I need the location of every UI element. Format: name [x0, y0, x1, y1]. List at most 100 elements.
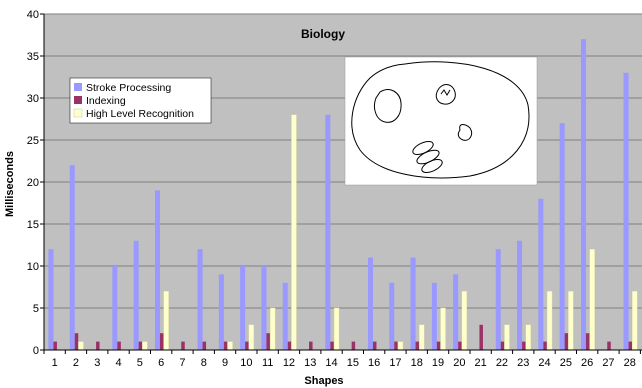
bar — [517, 240, 523, 350]
bar — [117, 341, 121, 350]
bar — [458, 341, 462, 350]
bar — [479, 324, 483, 350]
bar — [138, 341, 143, 350]
bar — [245, 341, 249, 350]
x-tick-label: 2 — [73, 357, 79, 369]
x-tick-label: 7 — [179, 357, 185, 369]
cell-vacuole — [435, 84, 456, 105]
bar — [394, 341, 398, 350]
bar — [436, 341, 441, 350]
x-tick-label: 18 — [411, 357, 423, 369]
x-tick-label: 25 — [560, 357, 572, 369]
y-tick-label: 35 — [27, 51, 39, 63]
x-tick-labels: 1 2 3 4 5 6 7 8 9 10 11 12 13 14 15 16 17 18 19 20 21 22 23 24 2… — [52, 357, 636, 369]
bars — [48, 39, 638, 351]
bar — [546, 291, 553, 351]
bar — [240, 266, 246, 350]
cell-small-organelle — [457, 124, 473, 141]
bar — [559, 123, 565, 350]
y-tick-label: 10 — [27, 261, 39, 273]
x-tick-label: 26 — [581, 357, 593, 369]
x-tick-label: 8 — [201, 357, 207, 369]
bar — [48, 249, 54, 350]
bar — [333, 307, 340, 351]
bar — [495, 249, 501, 350]
x-tick-label: 11 — [262, 357, 273, 369]
bar — [351, 341, 356, 350]
x-tick-label: 13 — [304, 357, 316, 369]
y-tick-label: 0 — [33, 345, 39, 357]
bar — [607, 341, 611, 350]
chart-title: Biology — [301, 27, 345, 41]
bar — [628, 341, 633, 350]
bar — [585, 333, 590, 350]
cell-illustration — [344, 56, 538, 186]
bar — [227, 341, 233, 351]
bar — [632, 291, 638, 351]
x-tick-label: 16 — [368, 357, 380, 369]
bar — [522, 341, 526, 350]
x-tick-label: 23 — [517, 357, 529, 369]
bar — [142, 341, 148, 351]
y-tick-label: 15 — [27, 219, 39, 231]
legend-label: Stroke Processing — [86, 82, 171, 94]
illustration-frame — [344, 56, 538, 186]
bar — [202, 341, 207, 350]
bar — [500, 341, 505, 350]
bar — [282, 282, 288, 350]
bar — [440, 307, 446, 351]
legend-box — [69, 77, 212, 124]
y-tick-label: 5 — [33, 303, 39, 315]
bar — [69, 165, 75, 350]
bar — [504, 324, 510, 351]
legend-swatch — [74, 96, 82, 104]
y-axis-title: Milliseconds — [4, 151, 16, 217]
bar — [543, 341, 547, 350]
bar — [419, 324, 425, 351]
cell-nucleus — [373, 89, 402, 123]
y-tick-label: 30 — [27, 93, 39, 105]
x-tick-label: 3 — [94, 357, 100, 369]
bar — [367, 257, 373, 350]
y-tick-labels: 0 5 10 15 20 25 30 35 40 — [27, 9, 39, 357]
bar — [159, 333, 164, 350]
cell-mitochondrion — [421, 159, 443, 173]
bar — [291, 114, 297, 351]
x-tick-label: 4 — [115, 357, 121, 369]
bar — [181, 341, 185, 350]
bar — [415, 341, 420, 350]
axes — [40, 13, 642, 354]
bar — [330, 341, 334, 350]
x-tick-label: 14 — [325, 357, 337, 369]
legend-swatch — [73, 108, 83, 118]
bar — [133, 240, 139, 350]
y-tick-label: 20 — [27, 177, 39, 189]
bar — [431, 282, 437, 350]
x-tick-label: 21 — [475, 357, 487, 369]
legend-swatch — [74, 83, 82, 91]
x-tick-label: 9 — [222, 357, 228, 369]
x-tick-label: 19 — [432, 357, 444, 369]
x-tick-label: 24 — [538, 357, 550, 369]
bar — [112, 266, 118, 350]
x-tick-label: 6 — [158, 357, 164, 369]
bar — [287, 341, 292, 350]
bar — [96, 341, 100, 350]
bar — [197, 249, 203, 350]
bar — [589, 248, 595, 351]
y-tick-label: 40 — [27, 9, 39, 21]
bar — [623, 72, 629, 351]
x-tick-label: 20 — [453, 357, 465, 369]
bar — [78, 341, 84, 351]
bar — [325, 114, 331, 350]
bar — [525, 324, 531, 351]
x-tick-label: 27 — [602, 357, 614, 369]
bar — [568, 291, 574, 351]
x-tick-label: 10 — [240, 357, 252, 369]
bar — [74, 333, 79, 350]
x-axis-title: Shapes — [304, 375, 343, 387]
x-tick-label: 28 — [624, 357, 636, 369]
bar — [154, 190, 160, 350]
